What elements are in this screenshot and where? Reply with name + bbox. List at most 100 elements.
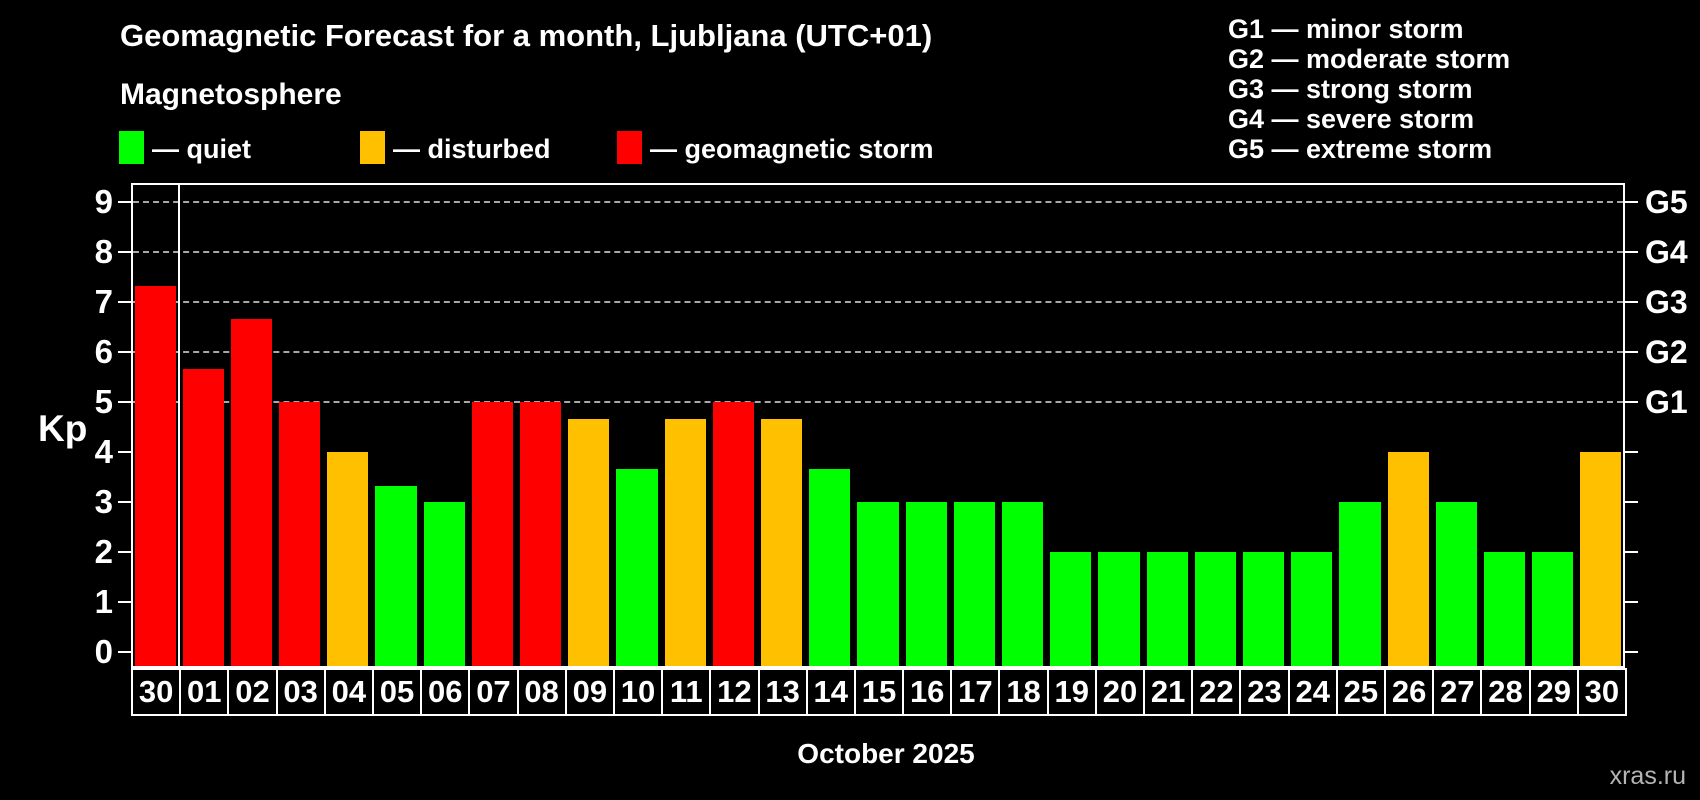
y-axis-tick-left (118, 501, 131, 503)
kp-bar (1194, 552, 1236, 666)
disturbed-swatch-icon (360, 131, 385, 164)
day-label-cell: 27 (1432, 668, 1483, 716)
gridline-kp8 (133, 251, 1623, 253)
y-axis-tick-left (118, 601, 131, 603)
day-label-cell: 22 (1191, 668, 1242, 716)
y-axis-tick-right (1625, 601, 1638, 603)
day-label-cell: 08 (516, 668, 567, 716)
kp-bar (1098, 552, 1140, 666)
y-axis-tick-right (1625, 651, 1638, 653)
y-axis-tick-right (1625, 351, 1638, 353)
kp-bar (520, 402, 562, 666)
y-axis-tick-right (1625, 401, 1638, 403)
kp-bar (761, 418, 803, 666)
y-axis-tick-left (118, 251, 131, 253)
day-label-cell: 20 (1094, 668, 1146, 716)
y-tick-label: 9 (94, 183, 113, 220)
day-label-cell: 13 (757, 668, 808, 716)
kp-bar (1001, 502, 1044, 666)
day-label-cell: 07 (468, 668, 519, 716)
y-tick-label: 3 (94, 483, 113, 520)
kp-bar (327, 452, 369, 666)
day-label-cell: 12 (709, 668, 760, 716)
storm-swatch-icon (617, 131, 642, 164)
y-axis-tick-right (1625, 451, 1638, 453)
kp-bar (1532, 552, 1574, 666)
day-label-cell: 16 (902, 668, 953, 716)
day-label-cell: 06 (420, 668, 471, 716)
kp-bar (1483, 552, 1526, 666)
kp-bar (1050, 552, 1092, 666)
y-tick-label: 4 (94, 433, 113, 470)
x-axis-title: October 2025 (797, 738, 975, 769)
y-tick-label: 8 (94, 233, 113, 270)
day-label-cell: 28 (1480, 668, 1531, 716)
day-label-cell: 15 (853, 668, 905, 716)
kp-bar (1339, 502, 1381, 666)
y-axis-tick-left (118, 401, 131, 403)
page-title: Geomagnetic Forecast for a month, Ljublj… (120, 18, 933, 53)
day-label-cell: 17 (950, 668, 1001, 716)
g-scale-label-G2: G2 (1645, 334, 1688, 370)
legend-label-storm: — geomagnetic storm (650, 134, 934, 164)
day-label-cell: 11 (661, 668, 712, 716)
y-axis-tick-left (118, 451, 131, 453)
gscale-legend-line: G2 — moderate storm (1228, 44, 1511, 74)
kp-bar (1242, 552, 1285, 666)
y-axis-tick-left (118, 551, 131, 553)
day-label-cell: 26 (1384, 668, 1435, 716)
gscale-legend-line: G3 — strong storm (1228, 74, 1473, 104)
kp-bar (230, 318, 273, 666)
y-tick-label: 6 (94, 333, 113, 370)
month-separator-line (178, 185, 181, 666)
day-label-cell: 25 (1335, 668, 1387, 716)
gscale-legend-line: G4 — severe storm (1228, 104, 1475, 134)
day-label-cell: 03 (275, 668, 326, 716)
y-tick-label: 0 (94, 633, 113, 670)
day-label-cell: 02 (227, 668, 278, 716)
y-axis-tick-left (118, 201, 131, 203)
kp-bar (857, 502, 899, 666)
y-axis-tick-right (1625, 301, 1638, 303)
kp-bar (1580, 452, 1622, 666)
gridline-kp7 (133, 301, 1623, 303)
y-axis-tick-right (1625, 501, 1638, 503)
day-label-cell: 30 (1576, 668, 1627, 716)
chart-subtitle: Magnetosphere (120, 78, 342, 111)
y-axis-tick-left (118, 351, 131, 353)
legend-label-disturbed: — disturbed (393, 134, 551, 164)
kp-bar (1387, 452, 1429, 666)
y-tick-label: 2 (94, 533, 113, 570)
y-tick-label: 1 (94, 583, 113, 620)
kp-bar (809, 468, 851, 666)
kp-bar (423, 502, 465, 666)
kp-bar (375, 485, 417, 666)
y-axis-tick-right (1625, 201, 1638, 203)
g-scale-label-G3: G3 (1645, 284, 1688, 320)
kp-bar (905, 502, 947, 666)
day-label-cell: 21 (1143, 668, 1194, 716)
kp-bar (471, 402, 514, 666)
gscale-legend: G1 — minor storm G2 — moderate storm G3 — … (1228, 14, 1510, 164)
kp-bar (568, 418, 610, 666)
y-tick-label: 5 (94, 383, 113, 420)
day-label-cell: 19 (1046, 668, 1097, 716)
day-label-cell: 18 (998, 668, 1049, 716)
g-scale-label-G4: G4 (1645, 234, 1688, 270)
gscale-legend-line: G1 — minor storm (1228, 14, 1464, 44)
day-label-cell: 09 (564, 668, 615, 716)
kp-bar (279, 402, 321, 666)
day-label-cell: 01 (179, 668, 230, 716)
kp-bar (712, 402, 754, 666)
watermark: xras.ru (1609, 762, 1686, 790)
gridline-kp5 (133, 401, 1623, 403)
y-tick-label: 7 (94, 283, 113, 320)
kp-bar (616, 468, 658, 666)
kp-bar (1435, 502, 1477, 666)
plot-area (131, 183, 1625, 668)
kp-bar (1146, 552, 1188, 666)
day-label-cell: 24 (1287, 668, 1338, 716)
y-axis-tick-left (118, 301, 131, 303)
day-label-cell: 10 (612, 668, 664, 716)
